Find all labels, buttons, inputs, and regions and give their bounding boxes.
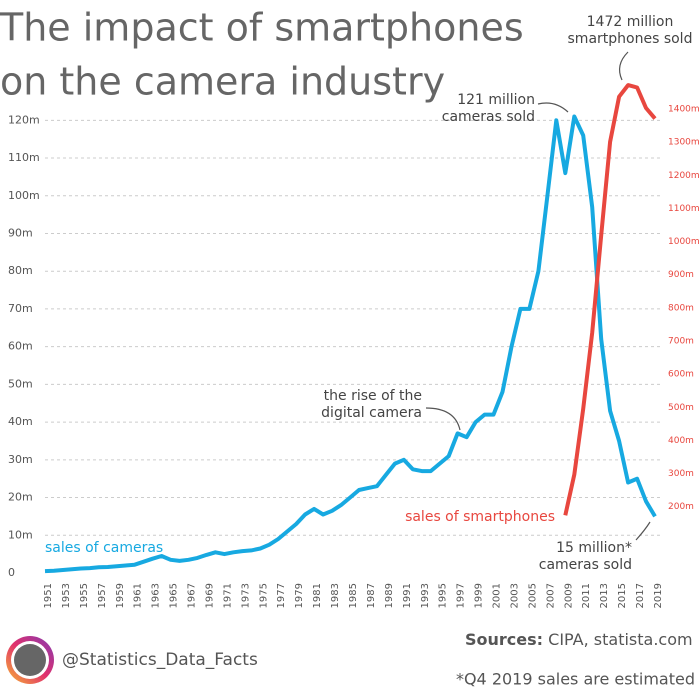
series-label: sales of cameras xyxy=(45,540,163,556)
annotation: cameras sold xyxy=(539,557,632,573)
series-label: sales of smartphones xyxy=(405,509,555,525)
annotation: cameras sold xyxy=(442,109,535,125)
y2-tick-label: 700m xyxy=(668,337,694,347)
series-line xyxy=(563,83,657,516)
x-tick-label: 1965 xyxy=(169,583,180,608)
y-tick-label: 30m xyxy=(8,453,33,466)
x-tick-label: 2019 xyxy=(653,583,664,608)
y-tick-label: 10m xyxy=(8,528,33,541)
x-tick-label: 1971 xyxy=(222,583,233,608)
y2-tick-label: 500m xyxy=(668,403,694,413)
annotation-arrow xyxy=(537,102,569,113)
x-tick-label: 2017 xyxy=(635,583,646,608)
y2-tick-label: 400m xyxy=(668,436,694,446)
logo xyxy=(6,636,54,684)
x-tick-label: 1975 xyxy=(258,583,269,608)
x-tick-label: 1987 xyxy=(366,583,377,608)
annotation-arrow xyxy=(425,407,461,431)
annotation: 15 million* xyxy=(556,540,632,556)
y-tick-label: 80m xyxy=(8,264,33,277)
x-tick-label: 1977 xyxy=(276,583,287,608)
y2-tick-label: 600m xyxy=(668,370,694,380)
x-tick-label: 1991 xyxy=(402,583,413,608)
chart-title: The impact of smartphones xyxy=(0,6,524,50)
y-tick-label: 20m xyxy=(8,491,33,504)
y2-tick-label: 800m xyxy=(668,303,694,313)
y-tick-label: 50m xyxy=(8,377,33,390)
sources-text: CIPA, statista.com xyxy=(548,630,692,649)
x-tick-label: 1961 xyxy=(133,583,144,608)
annotation-arrow xyxy=(635,521,651,541)
x-tick-label: 1989 xyxy=(384,583,395,608)
footnote: *Q4 2019 sales are estimated xyxy=(456,670,695,689)
y2-tick-label: 900m xyxy=(668,270,694,280)
x-tick-label: 1951 xyxy=(43,583,54,608)
x-tick-label: 1999 xyxy=(474,583,485,608)
x-tick-label: 2001 xyxy=(492,583,503,608)
x-tick-label: 1997 xyxy=(456,583,467,608)
x-tick-label: 1983 xyxy=(330,583,341,608)
series-line xyxy=(44,114,657,574)
x-tick-label: 1995 xyxy=(438,583,449,608)
x-tick-label: 1993 xyxy=(420,583,431,608)
x-tick-label: 1973 xyxy=(240,583,251,608)
x-tick-label: 1955 xyxy=(79,583,90,608)
x-tick-label: 2015 xyxy=(617,583,628,608)
x-tick-label: 1981 xyxy=(312,583,323,608)
annotation: the rise of the xyxy=(324,388,422,404)
annotation: 1472 million xyxy=(587,14,674,30)
x-tick-label: 1963 xyxy=(151,583,162,608)
y-tick-label: 120m xyxy=(8,113,40,126)
annotation-arrow xyxy=(618,51,629,81)
y-tick-label: 110m xyxy=(8,151,40,164)
y2-tick-label: 1300m xyxy=(668,138,700,148)
x-tick-label: 2013 xyxy=(599,583,610,608)
y2-tick-label: 1200m xyxy=(668,171,700,181)
y2-tick-label: 1000m xyxy=(668,237,700,247)
x-tick-label: 1979 xyxy=(294,583,305,608)
y-tick-label: 40m xyxy=(8,415,33,428)
x-tick-label: 1959 xyxy=(115,583,126,608)
x-tick-label: 1967 xyxy=(187,583,198,608)
x-tick-label: 1969 xyxy=(204,583,215,608)
chart-title: on the camera industry xyxy=(0,60,445,104)
sources: Sources: CIPA, statista.com xyxy=(465,630,693,649)
y2-tick-label: 200m xyxy=(668,502,694,512)
y-tick-label: 90m xyxy=(8,226,33,239)
y-tick-label: 0 xyxy=(8,566,15,579)
x-tick-label: 2005 xyxy=(527,583,538,608)
x-tick-label: 1953 xyxy=(61,583,72,608)
x-tick-label: 2003 xyxy=(509,583,520,608)
y-tick-label: 100m xyxy=(8,189,40,202)
handle: @Statistics_Data_Facts xyxy=(62,650,258,670)
x-tick-label: 2011 xyxy=(581,583,592,608)
annotation: digital camera xyxy=(321,405,422,421)
x-tick-label: 1985 xyxy=(348,583,359,608)
y-tick-label: 60m xyxy=(8,340,33,353)
y2-tick-label: 1100m xyxy=(668,204,700,214)
x-tick-label: 2009 xyxy=(563,583,574,608)
y2-tick-label: 1400m xyxy=(668,105,700,115)
y-tick-label: 70m xyxy=(8,302,33,315)
x-tick-label: 2007 xyxy=(545,583,556,608)
annotation: 121 million xyxy=(457,92,535,108)
sources-label: Sources: xyxy=(465,630,543,649)
x-tick-label: 1957 xyxy=(97,583,108,608)
y2-tick-label: 300m xyxy=(668,469,694,479)
annotation: smartphones sold xyxy=(568,31,693,47)
